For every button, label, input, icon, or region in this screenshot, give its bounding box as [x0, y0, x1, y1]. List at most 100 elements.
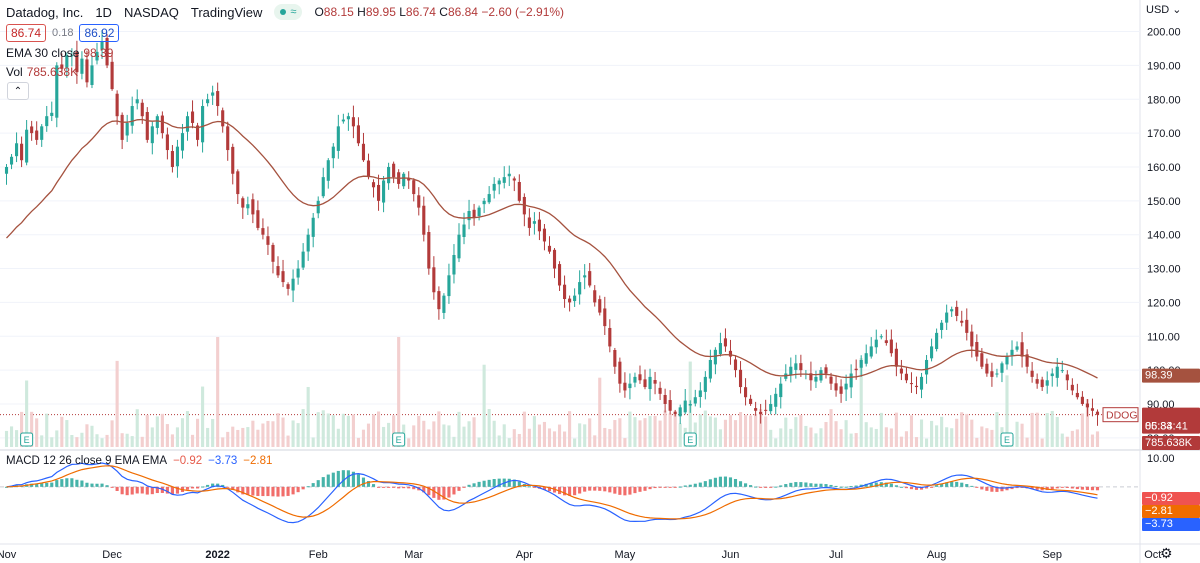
volume-bar [70, 435, 74, 447]
volume-bar [427, 429, 431, 447]
candle-body [216, 91, 220, 107]
macd-hist-bar [759, 486, 763, 488]
volume-bar [583, 424, 587, 447]
volume-legend[interactable]: Vol 785.638K [6, 65, 78, 79]
volume-bar [110, 420, 114, 447]
ohlc-high-label: H [357, 5, 366, 19]
macd-hist-bar [402, 486, 406, 489]
candle-body [608, 327, 612, 347]
buy-price-button[interactable]: 86.92 [79, 24, 120, 42]
candle-body [935, 332, 939, 349]
candle-body [135, 99, 139, 104]
time-axis[interactable]: Nov Dec 2022 Feb Mar Apr May Jun Jul Aug Sep Oct [0, 549, 1161, 561]
volume-bar [125, 433, 129, 447]
volume-bar [914, 437, 919, 447]
macd-hist-bar [769, 486, 773, 488]
volume-bar [160, 413, 164, 447]
macd-hist-bar [387, 486, 391, 488]
ema-legend[interactable]: EMA 30 close 98.39 [6, 46, 113, 60]
candle-body [527, 217, 531, 228]
volume-bar [9, 426, 14, 447]
candle-body [829, 376, 833, 384]
volume-bar [1055, 416, 1059, 447]
candle-body [65, 55, 69, 68]
macd-hist-bar [326, 474, 330, 487]
candle-body [110, 61, 114, 90]
candle-body [894, 348, 898, 367]
macd-hist-bar [799, 482, 803, 487]
candle-body [482, 200, 486, 205]
macd-hist-bar [583, 486, 587, 492]
macd-hist-bar [804, 482, 808, 487]
earnings-marker-label: E [687, 435, 693, 445]
interval-label[interactable]: 1D [95, 4, 112, 20]
volume-bar [1005, 375, 1009, 447]
ema-badge-bg [1142, 368, 1200, 383]
volume-bar [331, 415, 335, 447]
status-dot-icon [280, 9, 287, 15]
candle-body [241, 198, 245, 208]
symbol-title[interactable]: Datadog, Inc. [6, 4, 84, 20]
price-axis[interactable]: 200.00 190.00 180.00 170.00 160.00 150.00 140.… [1147, 27, 1181, 465]
macd-hist-bar [517, 481, 521, 487]
macd-hist-bar [70, 478, 74, 487]
macd-legend[interactable]: MACD 12 26 close 9 EMA EMA −0.92 −3.73 −2.8… [6, 455, 272, 467]
macd-hist-bar [120, 486, 124, 495]
macd-hist-bar [311, 483, 315, 487]
volume-bar [170, 434, 174, 447]
macd-hist-bar [648, 486, 652, 490]
macd-hist-bar [738, 481, 743, 487]
candle-body [754, 408, 758, 411]
macd-hist-bar [90, 483, 94, 487]
volume-bar [889, 428, 893, 447]
macd-hist-bar [718, 476, 722, 487]
volume-bar [804, 425, 808, 447]
macd-hist-bar [894, 485, 898, 487]
macd-hist-bar [60, 479, 64, 487]
volume-bar [789, 428, 793, 447]
candle-body [930, 346, 934, 359]
earnings-marker [20, 432, 34, 447]
macd-hist-bar [241, 486, 245, 495]
candle-body [226, 126, 230, 151]
candle-body [155, 116, 159, 128]
candle-body [417, 195, 421, 208]
macd-hist-bar [291, 486, 295, 495]
volume-bar [960, 412, 964, 447]
volume-bar [231, 426, 235, 447]
volume-bar [226, 431, 230, 447]
volume-bar [995, 412, 999, 447]
candle-body [261, 228, 265, 235]
candle-body [90, 65, 94, 85]
candle-body [628, 383, 632, 389]
collapse-legend-button[interactable]: ⌃ [7, 82, 29, 100]
ohlc-change-value: −2.60 (−2.91%) [481, 5, 565, 19]
volume-bar [351, 414, 355, 447]
volume-bar [628, 411, 632, 447]
chart-settings-button[interactable]: ⚙ [1160, 545, 1173, 562]
candle-body [402, 173, 406, 187]
ohlc-open-label: O [314, 5, 324, 19]
currency-selector[interactable]: USD ⌄ [1146, 3, 1182, 16]
sell-price-button[interactable]: 86.74 [6, 24, 47, 42]
macd-hist-bar [40, 483, 44, 487]
macd-hist-bar [1080, 486, 1084, 490]
macd-hist-bar [950, 481, 954, 487]
macd-hist-bar [286, 486, 290, 496]
volume-bar [326, 413, 330, 447]
macd-hist-bar [487, 479, 491, 487]
macd-line [6, 462, 1098, 524]
macd-hist-bar [306, 486, 310, 488]
macd-hist-bar [814, 483, 818, 487]
macd-hist-bar [789, 482, 793, 487]
market-status-badge[interactable]: ≈ [274, 4, 303, 20]
candle-body [839, 386, 843, 394]
last-price-badge-bg [1142, 407, 1200, 434]
volume-bar [814, 433, 818, 447]
macd-hist-bar [75, 479, 79, 487]
macd-hist-bar [794, 482, 798, 487]
macd-hist-bar [130, 486, 134, 495]
volume-bar [527, 428, 531, 447]
macd-hist-bar [125, 486, 129, 496]
